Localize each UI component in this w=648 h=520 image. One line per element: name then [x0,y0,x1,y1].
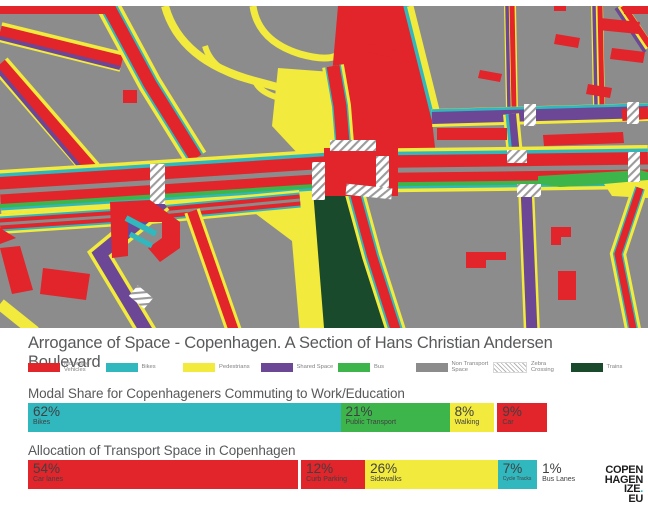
legend-label: Non Transport Space [451,360,489,373]
plaza-upper [272,68,338,156]
segment-label: Bus Lanes [542,475,576,483]
segment-value: 12% [306,461,334,476]
segment-label: Bikes [33,418,51,426]
legend-item-motorised: Motorised Vehicles [28,361,106,374]
zebra-crossing-swatch [493,361,527,373]
segment-label: Car [502,418,514,426]
bar-segment-curb-parking: 12% Curb Parking [301,460,366,489]
legend-item-bus: Bus [338,362,416,372]
bikes-swatch [105,362,138,372]
legend-item-non-transport: Non Transport Space [415,360,494,374]
non-transport-swatch [415,362,448,372]
segment-value: 9% [502,404,522,419]
map-legend: Motorised Vehicles Bikes Pedestrians Sha… [28,357,644,377]
segment-label: Public Transport [345,418,397,426]
road-left-diagonal [0,57,100,177]
pedestrians-swatch [183,362,215,372]
road-southeast-edge [609,185,648,328]
legend-label: Pedestrians [219,363,250,370]
legend-item-trains: Trains [570,362,648,372]
road-C-upper [322,64,355,157]
bar-segment-bus-lanes: 1% Bus Lanes [537,460,576,489]
legend-item-zebra: Zebra Crossing [493,361,571,374]
space-allocation-bar: 54% Car lanes 12% Curb Parking 26% Sidew… [28,460,576,489]
shared-space-street-east [431,103,648,127]
sidewalk-corner-sw [0,299,39,328]
logo-line: IZE. [624,483,643,496]
bar-segment-public-transport: 21% Public Transport [340,403,450,432]
bus-swatch [338,362,370,372]
shared-space-street-south [518,185,540,328]
trains-swatch [570,362,603,372]
buildings [0,6,648,300]
bike-courtyard-marks [124,215,158,249]
bar-segment-sidewalks: 26% Sidewalks [365,460,498,489]
logo-line: COPEN [605,464,643,476]
segment-value: 26% [370,461,398,476]
legend-label: Shared Space [296,363,334,370]
zebra-crossings [128,102,640,309]
train-left-sidewalk [307,183,325,328]
logo-line: HAGEN [604,473,644,486]
bar-segment-walking: 8% Walking [449,403,495,432]
logo-line: EU [628,492,643,505]
map-svg [0,6,648,328]
shared-space-swatch [260,362,293,372]
segment-label: Car lanes [33,475,63,483]
legend-label: Trains [606,363,623,370]
segment-label: Walking [454,418,480,426]
segment-value: 8% [454,404,475,419]
segment-value: 62% [33,404,61,419]
segment-value: 21% [345,404,373,419]
legend-label: Bikes [141,363,156,370]
legend-item-bikes: Bikes [105,362,184,372]
legend-item-shared-space: Shared Space [260,362,339,372]
segment-label: Cycle Tracks [502,475,532,482]
modal-share-bar: 62% Bikes 21% Public Transport 8% Walkin… [28,403,547,432]
legend-item-pedestrians: Pedestrians [183,362,261,372]
bar-segment-car: 9% Car [497,403,547,432]
legend-label: Zebra Crossing [531,360,554,373]
logo-dot: . [640,483,643,496]
train-strip [310,184,387,328]
road-diagonal-southwest [184,208,242,328]
legend-label: Motorised Vehicles [64,360,90,373]
segment-value: 7% [502,461,523,476]
modal-share-chart-title: Modal Share for Copenhageners Commuting … [28,386,405,401]
road-south-of-intersection [344,187,406,328]
legend-label: Bus [374,363,384,370]
arrogance-of-space-map [0,6,648,328]
copenhagenize-logo: COPEN HAGEN IZE. EU [604,464,644,505]
bar-segment-cycle-tracks: 7% Cycle Tracks [497,460,538,489]
segment-label: Curb Parking [306,475,347,483]
segment-value: 1% [542,461,562,476]
road-topleft-horizontal [0,22,125,72]
space-allocation-chart-title: Allocation of Transport Space in Copenha… [28,443,296,458]
street-vertical-1 [504,6,518,111]
segment-label: Sidewalks [370,475,402,483]
road-diagonal-A [97,6,207,165]
motorised-swatch [28,362,60,372]
segment-value: 54% [33,461,61,476]
bar-segment-bikes: 62% Bikes [28,403,341,432]
road-central-wide [330,6,442,156]
bar-segment-car-lanes: 54% Car lanes [28,460,299,489]
